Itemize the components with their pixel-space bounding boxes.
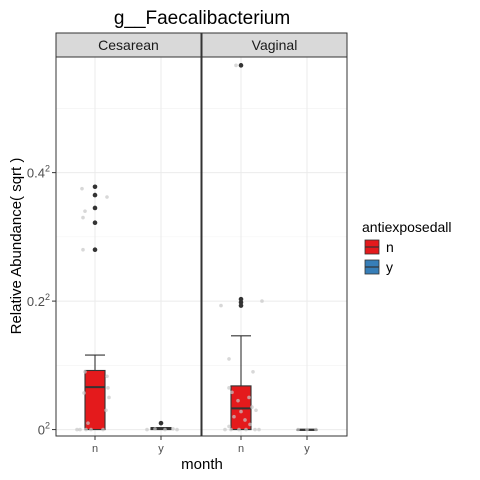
jitter-point [251, 369, 255, 374]
jitter-point [244, 427, 248, 432]
jitter-point [230, 390, 234, 395]
outlier-point [238, 296, 244, 302]
box [84, 369, 106, 431]
jitter-point [80, 186, 84, 191]
panel-vaginal [201, 56, 348, 437]
panel-border [55, 56, 202, 437]
jitter-point [250, 405, 254, 409]
outlier-point [238, 303, 244, 308]
y-tick-label: 02 [38, 421, 50, 438]
chart-title: g__Faecalibacterium [114, 8, 290, 29]
x-tick-label: y [304, 443, 310, 455]
x-axis-title: month [181, 456, 223, 473]
jitter-point [227, 386, 231, 390]
outlier-point [238, 300, 244, 305]
facet-strip-cesarean [55, 32, 202, 58]
jitter-point [253, 427, 257, 432]
jitter-point [101, 427, 105, 432]
boxplot-vaginal-y [296, 427, 318, 432]
boxplot-vaginal-n [219, 63, 264, 432]
jitter-point [171, 427, 175, 431]
jitter-point [236, 398, 240, 403]
jitter-point [227, 424, 231, 429]
jitter-point [254, 408, 258, 413]
panel-border [201, 56, 348, 437]
boxplot-cesarean-y [145, 420, 179, 432]
outlier-point [158, 420, 164, 426]
x-tick-label: y [158, 443, 164, 455]
jitter-point [84, 427, 88, 432]
jitter-point [107, 395, 111, 400]
jitter-point [223, 427, 227, 432]
jitter-point [104, 408, 108, 413]
jitter-point [81, 215, 85, 220]
x-tick-label: n [238, 443, 244, 455]
outlier-point [92, 184, 98, 190]
jitter-point [106, 386, 110, 390]
jitter-point [153, 427, 157, 431]
jitter-point [248, 422, 252, 427]
jitter-point [82, 391, 86, 395]
facet-strip-vaginal [201, 32, 348, 58]
facet-label-vaginal: Vaginal [252, 37, 298, 53]
jitter-point [81, 247, 85, 252]
jitter-point [175, 427, 179, 432]
jitter-point [247, 395, 251, 400]
jitter-point [83, 209, 87, 213]
outlier-point [92, 247, 98, 253]
outlier-point [238, 63, 244, 68]
jitter-point [232, 414, 236, 419]
jitter-point [105, 374, 109, 379]
jitter-point [227, 357, 231, 361]
jitter-point [305, 427, 309, 432]
legend-label-n: n [386, 239, 394, 255]
outlier-point [92, 205, 98, 211]
jitter-point [75, 427, 79, 432]
y-axis-title: Relative Abundance( sqrt ) [8, 158, 25, 335]
jitter-point [314, 427, 318, 432]
jitter-point [243, 418, 247, 422]
panel-background [202, 57, 347, 436]
jitter-point [219, 303, 223, 308]
boxplot-cesarean-n [75, 184, 111, 432]
panel-cesarean [55, 56, 202, 437]
jitter-point [229, 427, 233, 432]
jitter-point [234, 63, 238, 68]
legend: antiexposedall ny [362, 219, 452, 275]
jitter-point [239, 409, 243, 414]
y-axis: 02 0.22 0.42 [27, 164, 56, 438]
legend-label-y: y [386, 259, 393, 275]
y-tick-label: 0.42 [27, 164, 50, 181]
jitter-point [83, 369, 87, 374]
legend-title: antiexposedall [362, 219, 452, 235]
jitter-point [105, 195, 109, 199]
y-tick-label: 0.22 [27, 292, 50, 309]
jitter-point [237, 427, 241, 432]
jitter-point [145, 427, 149, 432]
jitter-point [296, 427, 300, 432]
jitter-point [86, 421, 90, 425]
outlier-point [92, 220, 98, 226]
panel-background [56, 57, 201, 436]
outlier-point [92, 192, 98, 198]
jitter-point [260, 299, 264, 303]
facet-label-cesarean: Cesarean [98, 37, 159, 53]
jitter-point [163, 427, 167, 432]
x-tick-label: n [92, 443, 98, 455]
jitter-point [78, 427, 82, 432]
jitter-point [257, 427, 261, 432]
jitter-point [89, 427, 93, 432]
